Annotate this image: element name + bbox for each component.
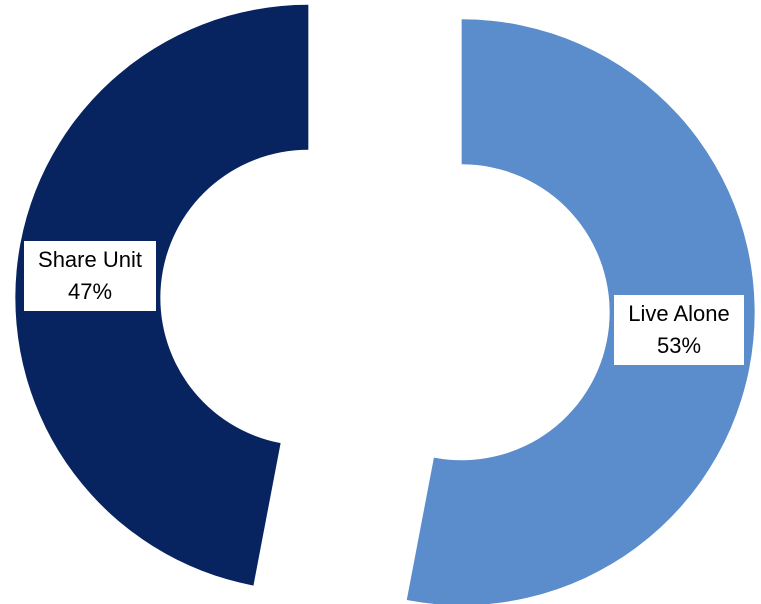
data-label-share-unit: Share Unit 47%	[24, 241, 156, 311]
data-label-live-alone-value: 53%	[656, 333, 702, 358]
data-label-share-unit-name: Share Unit	[38, 247, 142, 272]
data-label-live-alone-name: Live Alone	[628, 301, 730, 326]
slice-live-alone	[406, 19, 755, 604]
data-label-live-alone: Live Alone 53%	[614, 295, 744, 365]
slice-share-unit	[15, 4, 309, 586]
data-label-share-unit-value: 47%	[67, 279, 113, 304]
